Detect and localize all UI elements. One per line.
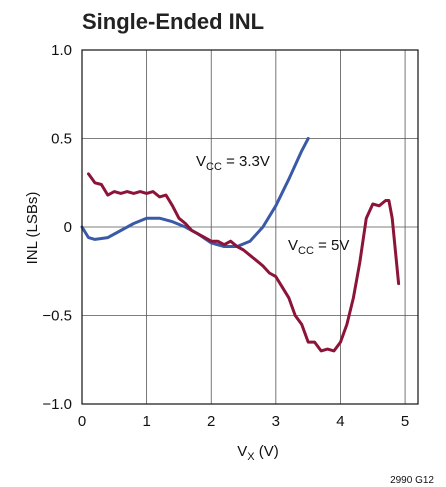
chart-title: Single-Ended INL xyxy=(82,9,264,34)
series-labels: VCC = 3.3V VCC = 5V xyxy=(196,153,349,257)
figure-id: 2990 G12 xyxy=(390,475,434,486)
y-tick-label: −1.0 xyxy=(42,396,72,413)
x-tick-labels: 0 1 2 3 4 5 xyxy=(78,413,409,430)
y-tick-labels: 1.0 0.5 0 −0.5 −1.0 xyxy=(42,42,72,413)
x-tick-label: 5 xyxy=(401,413,409,430)
x-tick-label: 1 xyxy=(142,413,150,430)
grid xyxy=(82,50,418,404)
series-line-2 xyxy=(87,172,401,353)
series-label-1: VCC = 3.3V xyxy=(196,153,270,173)
x-tick-label: 4 xyxy=(336,413,344,430)
y-tick-label: 0.5 xyxy=(51,131,72,148)
plot-frame xyxy=(81,49,419,405)
y-tick-label: −0.5 xyxy=(42,308,72,325)
series-layer xyxy=(80,137,401,353)
x-axis-label: VX (V) xyxy=(237,443,279,463)
series-label-2: VCC = 5V xyxy=(288,237,349,257)
x-tick-label: 0 xyxy=(78,413,86,430)
x-tick-label: 3 xyxy=(272,413,280,430)
y-tick-label: 1.0 xyxy=(51,42,72,59)
y-axis-label: INL (LSBs) xyxy=(24,192,41,265)
x-tick-label: 2 xyxy=(207,413,215,430)
y-tick-label: 0 xyxy=(64,219,72,236)
